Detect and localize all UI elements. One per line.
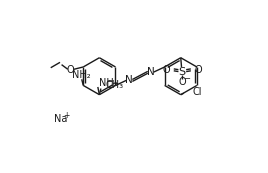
Text: O: O [178, 77, 186, 87]
Text: +: + [63, 111, 69, 120]
Text: O: O [66, 65, 74, 75]
Text: NH₂: NH₂ [99, 78, 118, 88]
Text: Cl: Cl [192, 87, 202, 97]
Text: N: N [125, 75, 133, 85]
Text: O: O [195, 65, 202, 75]
Text: CH₃: CH₃ [106, 80, 124, 90]
Text: S: S [179, 67, 186, 77]
Text: O: O [162, 65, 170, 75]
Text: Na: Na [54, 114, 67, 124]
Text: NH₂: NH₂ [72, 70, 90, 80]
Text: −: − [184, 74, 191, 83]
Text: N: N [147, 67, 155, 77]
